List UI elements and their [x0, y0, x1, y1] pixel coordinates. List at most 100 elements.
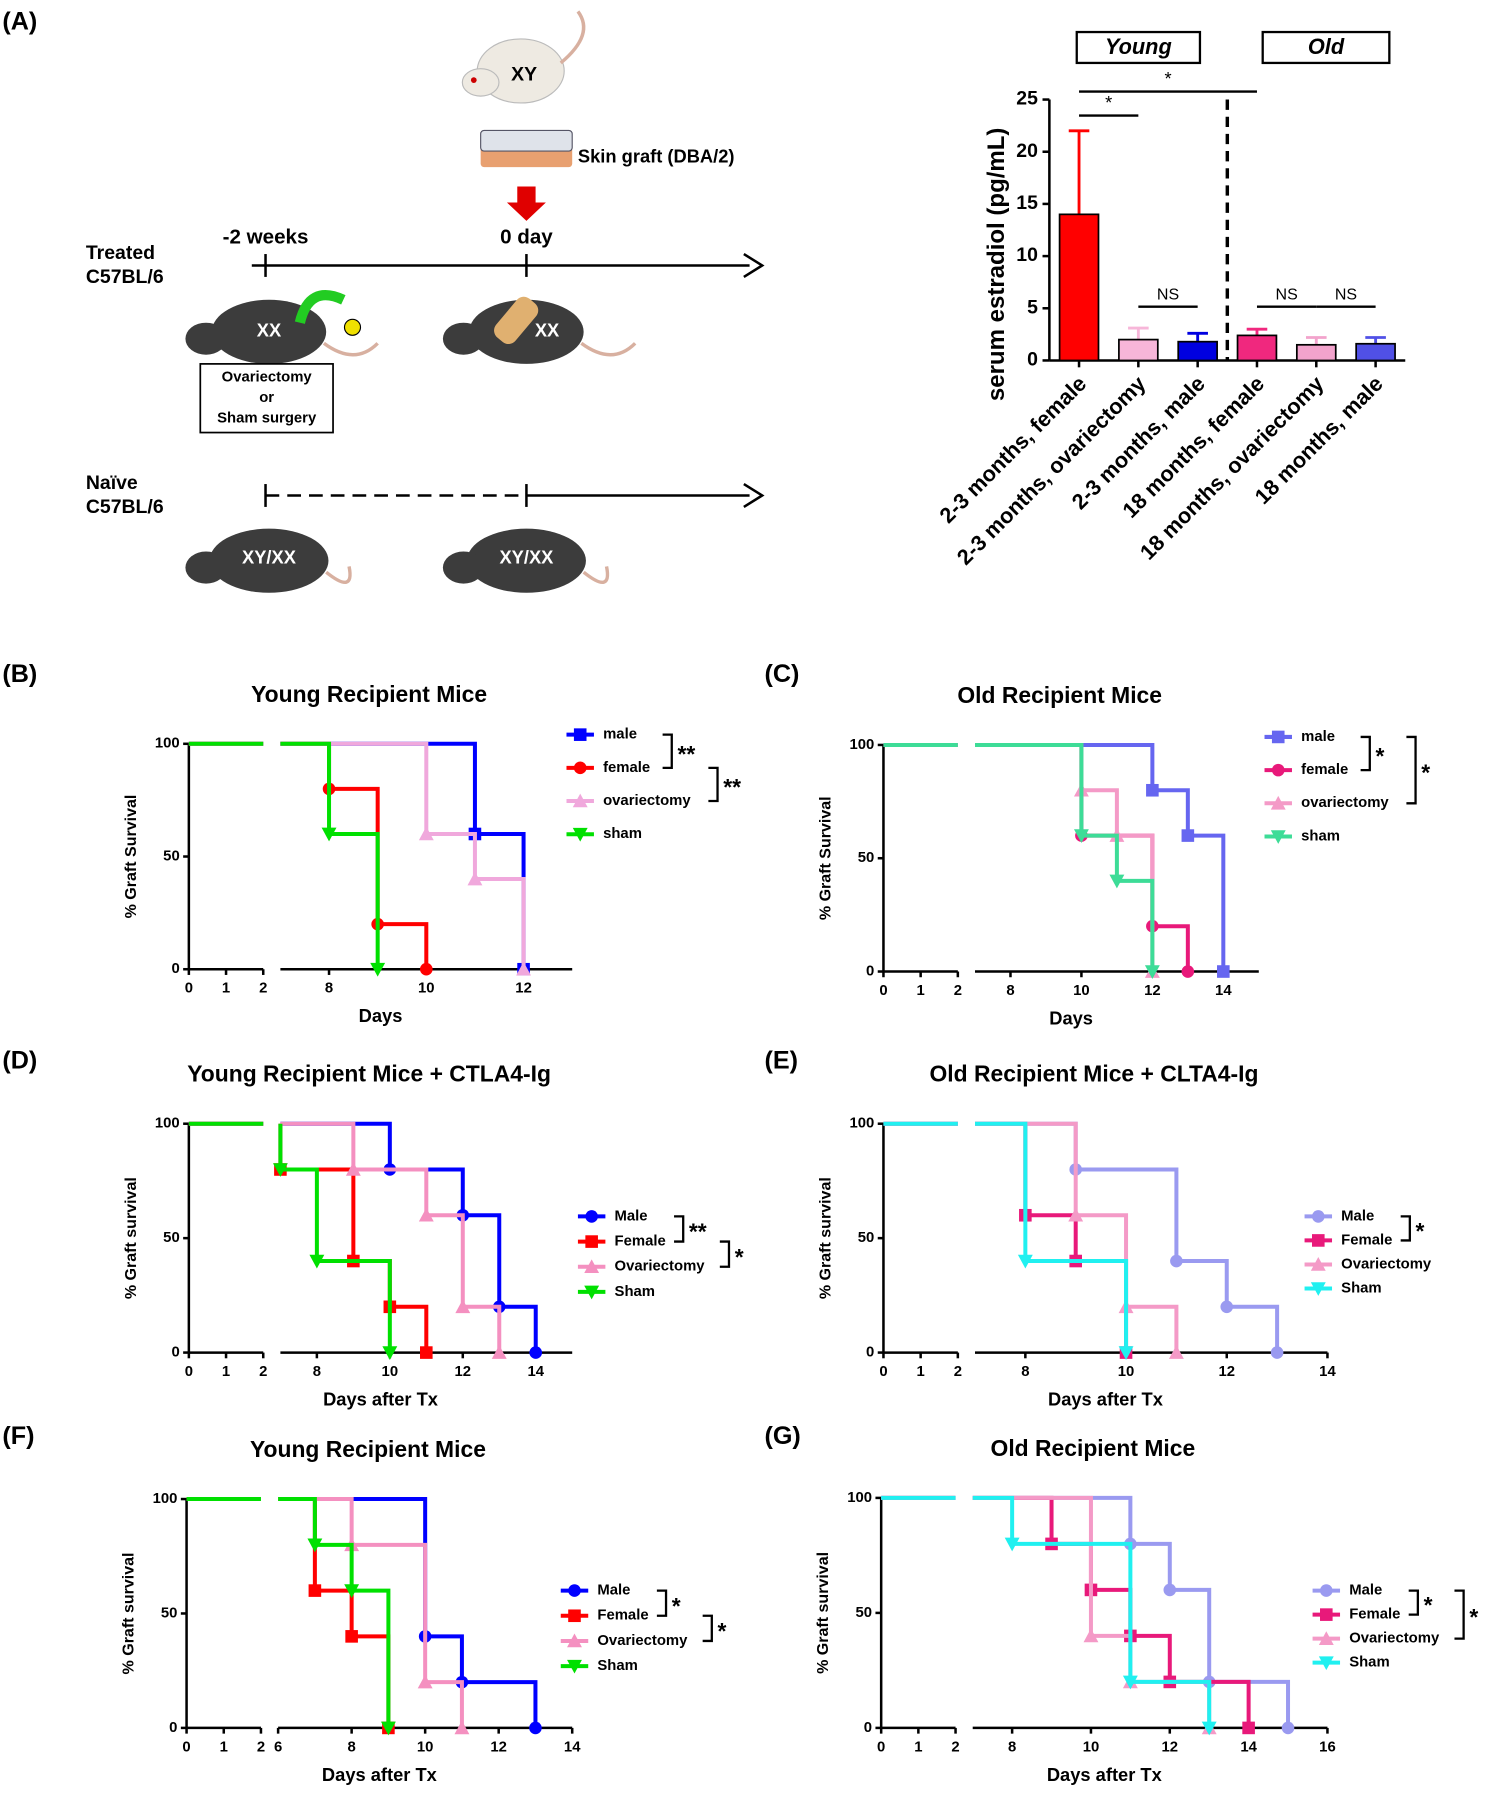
marker [516, 961, 532, 976]
legend-marker [1271, 730, 1285, 744]
donor-mouse-head [461, 68, 500, 97]
significance-bracket [719, 1240, 731, 1268]
panel-label: (C) [764, 660, 799, 688]
significance-label: NS [1276, 285, 1298, 303]
significance-label: * [735, 1244, 744, 1270]
marker [321, 827, 337, 842]
marker [418, 1207, 434, 1222]
significance-label: ** [723, 774, 741, 800]
marker [1220, 1300, 1234, 1314]
marker [418, 826, 434, 841]
survival-curve [883, 742, 1190, 972]
marker [420, 962, 433, 976]
y-tick-label: 0 [866, 1344, 874, 1360]
marker [455, 1299, 471, 1314]
survival-curve [186, 1497, 464, 1728]
panel-label: (B) [2, 660, 37, 688]
marker [345, 1162, 361, 1176]
legend-marker [1318, 1656, 1334, 1671]
label: or [259, 390, 274, 406]
x-tick-label: 14 [1240, 1739, 1257, 1755]
y-tick-label: 100 [155, 1116, 180, 1132]
legend-marker [1320, 1584, 1333, 1597]
marker [380, 1721, 396, 1736]
legend-label: Sham [1349, 1655, 1389, 1671]
label: -2 weeks [223, 225, 309, 248]
marker [467, 871, 483, 886]
x-tick-label: 1 [914, 1739, 922, 1755]
group-label: Old [1308, 34, 1345, 59]
survival-curve [881, 1495, 1212, 1728]
x-tick-label: 0 [879, 983, 887, 999]
survival-curve [883, 1121, 1280, 1353]
survival-curve [883, 1121, 1129, 1353]
marker [1181, 965, 1195, 978]
legend-label: ovariectomy [1301, 795, 1389, 811]
marker [529, 1721, 542, 1735]
significance-bracket [1454, 1589, 1465, 1640]
legend-marker [585, 1235, 598, 1248]
x-tick-label: 8 [1021, 1364, 1029, 1380]
marker [370, 962, 386, 977]
box [199, 363, 334, 434]
legend-marker [572, 793, 588, 808]
mouse-head [442, 322, 485, 355]
chart-title: Young Recipient Mice [250, 1436, 486, 1462]
significance-label: * [672, 1593, 681, 1619]
legend-label: Female [1341, 1232, 1392, 1248]
marker [1163, 1583, 1177, 1597]
survival-curve [188, 741, 429, 970]
red-arrow [506, 186, 546, 221]
y-tick-label: 100 [850, 1116, 875, 1132]
significance-bracket [662, 733, 673, 769]
y-tick-label: 100 [847, 1490, 872, 1506]
panel-label: (F) [2, 1422, 34, 1450]
legend-marker [1270, 795, 1286, 810]
marker [1281, 1721, 1295, 1735]
legend-marker [1320, 1608, 1333, 1621]
survival-curve [186, 1497, 538, 1728]
graft [480, 129, 573, 152]
label: XY/XX [499, 546, 554, 567]
y-tick-label: 20 [1016, 140, 1038, 162]
group-label: Young [1105, 34, 1172, 59]
marker [454, 1720, 470, 1735]
marker [382, 1346, 398, 1361]
y-axis-label: % Graft survival [122, 1177, 140, 1299]
survival-curve [883, 742, 1226, 972]
x-tick-label: 2 [954, 1364, 962, 1380]
survival-curve [883, 742, 1155, 972]
legend-label: Ovariectomy [1349, 1631, 1440, 1647]
legend-label: Female [1349, 1607, 1400, 1623]
legend-label: Ovariectomy [597, 1633, 688, 1649]
legend-label: ovariectomy [603, 793, 691, 809]
y-tick-label: 50 [858, 1230, 875, 1246]
x-tick-label: 6 [274, 1739, 282, 1755]
y-tick-label: 0 [171, 961, 179, 977]
marker [1068, 1207, 1084, 1222]
y-axis-label: % Graft Survival [122, 795, 140, 919]
donor-eye [470, 77, 477, 83]
marker [1109, 874, 1125, 889]
significance-bracket [1408, 1589, 1419, 1616]
legend-label: female [603, 760, 650, 776]
survival-curve [883, 1121, 1179, 1353]
mouse-head [185, 551, 227, 584]
marker [1122, 1675, 1138, 1690]
y-tick-label: 15 [1016, 192, 1038, 214]
panel-label: (E) [764, 1047, 798, 1075]
x-tick-label: 12 [1218, 1364, 1235, 1380]
survival-curve [881, 1495, 1251, 1728]
x-tick-label: 1 [220, 1739, 228, 1755]
significance-bracket [1400, 1215, 1411, 1242]
legend-marker [568, 1584, 581, 1597]
survival-curve [188, 741, 380, 970]
group-box [1261, 30, 1391, 65]
y-tick-label: 10 [1016, 244, 1038, 266]
green-arrow [294, 290, 346, 325]
x-axis-label: Days [359, 1005, 403, 1026]
y-axis-label: % Graft survival [814, 1552, 832, 1674]
significance-bracket [702, 1614, 713, 1643]
significance-label: NS [1335, 285, 1357, 303]
marker [1168, 1345, 1184, 1359]
